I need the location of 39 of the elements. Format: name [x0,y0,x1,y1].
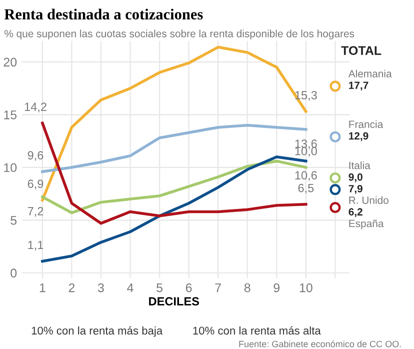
y-tick-label: 10 [4,163,17,172]
legend-title: TOTAL [341,46,382,55]
series-label: España [349,220,384,230]
data-label: 7,2 [28,207,44,217]
y-tick-label: 5 [10,216,17,225]
x-tick-label: 1 [40,283,46,292]
x-tick-label: 6 [186,283,192,292]
series-label: Alemania [348,70,392,78]
x-tick-label: 3 [98,283,104,292]
data-label: 14,2 [24,102,46,112]
data-label: 1,1 [28,240,44,251]
x-tick-label: 2 [68,283,75,292]
x-tick-label: 9 [274,283,280,292]
data-label: 7,9 [348,184,362,194]
data-label: 6,2 [348,208,362,218]
data-label: 6,5 [298,184,314,194]
chart-title: Renta destinada a cotizaciones [4,8,203,20]
data-label: 17,7 [349,82,368,90]
y-tick-label: 20 [4,58,17,67]
x-tick-label: 5 [156,283,162,292]
chart-subtitle: % que suponen las cuotas sociales sobre la renta disponible de los hogares [4,30,354,40]
source-note: Fuente: Gabinete económico de CC OO. [239,340,401,348]
x-tick-label: 4 [127,283,134,292]
data-label: 10,6 [295,171,317,181]
x-tick-label: 8 [244,283,250,292]
x-axis-title: DECILES [149,297,199,306]
data-label: 9,6 [28,151,44,161]
data-label: 9,0 [348,173,362,182]
data-label: 6,9 [28,180,44,190]
y-tick-label: 15 [4,110,17,120]
text: 10% con la renta más baja [32,326,163,337]
data-label: 12,9 [349,132,368,142]
series-label: Italia [349,161,370,170]
text: 10% con la renta más alta [193,326,321,335]
x-tick-label: 7 [215,283,221,292]
y-tick-label: 0 [10,268,17,278]
series-label: Francia [349,120,384,128]
x-tick-label: 10 [300,283,312,292]
series-label: R. Unido [349,196,388,204]
